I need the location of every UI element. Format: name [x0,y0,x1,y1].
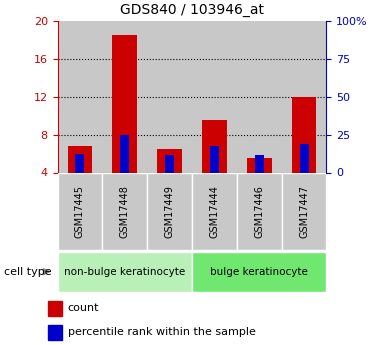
Bar [292,97,316,172]
Bar [47,300,62,316]
Text: GSM17448: GSM17448 [120,185,130,238]
Bar [147,21,192,172]
Bar [237,21,282,172]
Bar [300,144,309,172]
Bar [120,135,129,172]
FancyBboxPatch shape [147,172,192,250]
FancyBboxPatch shape [192,172,237,250]
FancyBboxPatch shape [192,252,326,292]
Text: bulge keratinocyte: bulge keratinocyte [210,267,308,277]
Bar [210,146,219,172]
Bar [112,35,137,172]
Bar [255,155,264,172]
FancyBboxPatch shape [237,172,282,250]
Bar [157,149,182,172]
FancyBboxPatch shape [102,172,147,250]
Text: percentile rank within the sample: percentile rank within the sample [68,327,256,337]
Text: GSM17447: GSM17447 [299,185,309,238]
Bar [165,155,174,172]
Title: GDS840 / 103946_at: GDS840 / 103946_at [120,3,264,17]
Bar [192,21,237,172]
Bar [282,21,326,172]
Bar [102,21,147,172]
Text: non-bulge keratinocyte: non-bulge keratinocyte [64,267,186,277]
Bar [247,158,272,172]
Text: GSM17445: GSM17445 [75,185,85,238]
Bar [68,146,92,172]
Bar [58,21,102,172]
FancyBboxPatch shape [58,172,102,250]
FancyBboxPatch shape [58,252,192,292]
Text: cell type: cell type [4,267,51,277]
Text: count: count [68,303,99,313]
Bar [75,154,85,172]
Text: GSM17449: GSM17449 [165,185,175,238]
FancyBboxPatch shape [282,172,326,250]
Bar [47,325,62,339]
Text: GSM17444: GSM17444 [209,185,219,238]
Text: GSM17446: GSM17446 [254,185,264,238]
Bar [202,120,227,172]
